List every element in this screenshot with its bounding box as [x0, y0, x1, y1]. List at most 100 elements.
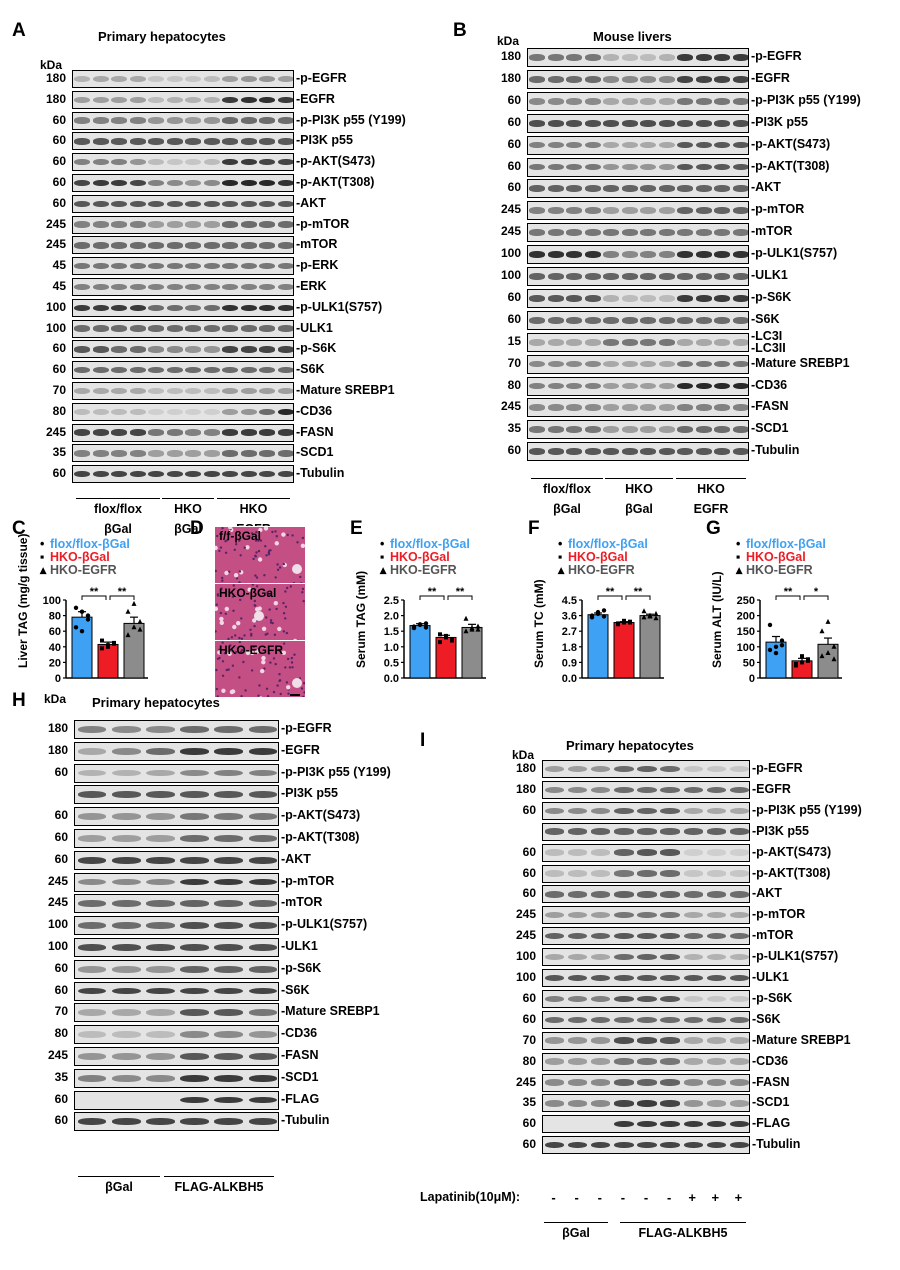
blot-band: [545, 996, 564, 1002]
cell-nucleus: [261, 660, 265, 664]
blot-band: [568, 954, 587, 960]
cell-nucleus: [220, 612, 222, 614]
blot-band: [78, 1075, 107, 1082]
blot-band: [93, 325, 109, 331]
blot-band: [146, 835, 175, 842]
blot-band: [249, 1097, 278, 1104]
blot-band: [74, 284, 90, 290]
blot-band: [591, 1142, 610, 1148]
blot-band: [222, 76, 238, 82]
blot-band: [112, 1118, 141, 1125]
cell-nucleus: [301, 544, 305, 548]
blot-band: [167, 305, 183, 311]
blot-band: [130, 325, 146, 331]
blot-band: [659, 404, 675, 411]
panel-title: Primary hepatocytes: [566, 738, 694, 753]
group-label: FLAG-ALKBH5: [164, 1180, 274, 1194]
cell-nucleus: [244, 689, 246, 691]
cell-nucleus: [239, 570, 241, 572]
blot-band: [180, 922, 209, 929]
blot-band: [529, 339, 545, 346]
cell-nucleus: [252, 558, 254, 560]
blot-band: [204, 325, 220, 331]
blot-band: [622, 404, 638, 411]
blot-band: [730, 996, 749, 1002]
blot-band: [545, 787, 564, 793]
group-label: flox/flox: [76, 502, 160, 516]
blot-band: [204, 346, 220, 352]
blot-band: [714, 142, 730, 149]
blot-strip: [542, 948, 750, 966]
blot-strip: [527, 377, 749, 396]
blot-band: [637, 1037, 656, 1043]
molecular-weight-label: 100: [496, 949, 536, 963]
cell-nucleus: [250, 634, 252, 636]
blot-band: [111, 201, 127, 207]
molecular-weight-label: 70: [26, 383, 66, 397]
blot-band: [622, 207, 638, 214]
cell-nucleus: [266, 688, 268, 690]
blot-band: [659, 185, 675, 192]
blot-strip: [542, 1136, 750, 1154]
molecular-weight-label: 80: [28, 1026, 68, 1040]
blot-band: [204, 284, 220, 290]
data-point: [74, 606, 78, 610]
data-point: [74, 625, 78, 629]
data-point: [774, 645, 778, 649]
cell-nucleus: [291, 534, 293, 536]
blot-strip: [74, 916, 279, 935]
blot-band: [180, 835, 209, 842]
data-point: [774, 651, 778, 655]
blot-band: [730, 849, 749, 855]
blot-band: [180, 944, 209, 951]
blot-band: [111, 117, 127, 123]
blot-band: [74, 97, 90, 103]
blot-band: [707, 1100, 726, 1106]
blot-band: [529, 98, 545, 105]
blot-strip: [74, 1069, 279, 1088]
blot-band: [696, 120, 712, 127]
blot-band: [545, 1058, 564, 1064]
blot-band: [677, 339, 693, 346]
molecular-weight-label: 245: [28, 874, 68, 888]
cell-nucleus: [269, 661, 271, 663]
blot-band: [214, 988, 243, 995]
data-point: [596, 612, 600, 616]
significance-label: **: [428, 586, 437, 598]
blot-band: [566, 251, 582, 258]
cell-nucleus: [262, 627, 266, 631]
blot-band: [185, 242, 201, 248]
blot-band: [93, 138, 109, 144]
blot-band: [714, 229, 730, 236]
blot-band: [566, 207, 582, 214]
cell-nucleus: [236, 577, 238, 579]
blot-band: [241, 180, 257, 186]
protein-label: -Tubulin: [751, 443, 799, 457]
blot-band: [696, 229, 712, 236]
blot-band: [214, 1097, 243, 1104]
blot-band: [696, 54, 712, 61]
blot-band: [585, 229, 601, 236]
data-point: [602, 614, 606, 618]
blot-band: [130, 76, 146, 82]
kda-label: kDa: [497, 34, 519, 48]
data-point: [86, 613, 90, 617]
blot-band: [529, 426, 545, 433]
blot-band: [696, 404, 712, 411]
blot-band: [614, 766, 633, 772]
protein-label: -EGFR: [751, 71, 790, 85]
blot-band: [74, 409, 90, 415]
significance-label: **: [456, 586, 465, 598]
blot-band: [529, 229, 545, 236]
blot-band: [622, 383, 638, 390]
blot-band: [548, 98, 564, 105]
blot-band: [677, 273, 693, 280]
blot-band: [677, 229, 693, 236]
blot-band: [111, 388, 127, 394]
blot-band: [585, 426, 601, 433]
protein-label: -mTOR: [751, 224, 792, 238]
blot-band: [111, 367, 127, 373]
blot-band: [278, 367, 294, 373]
blot-band: [130, 221, 146, 227]
blot-band: [180, 988, 209, 995]
